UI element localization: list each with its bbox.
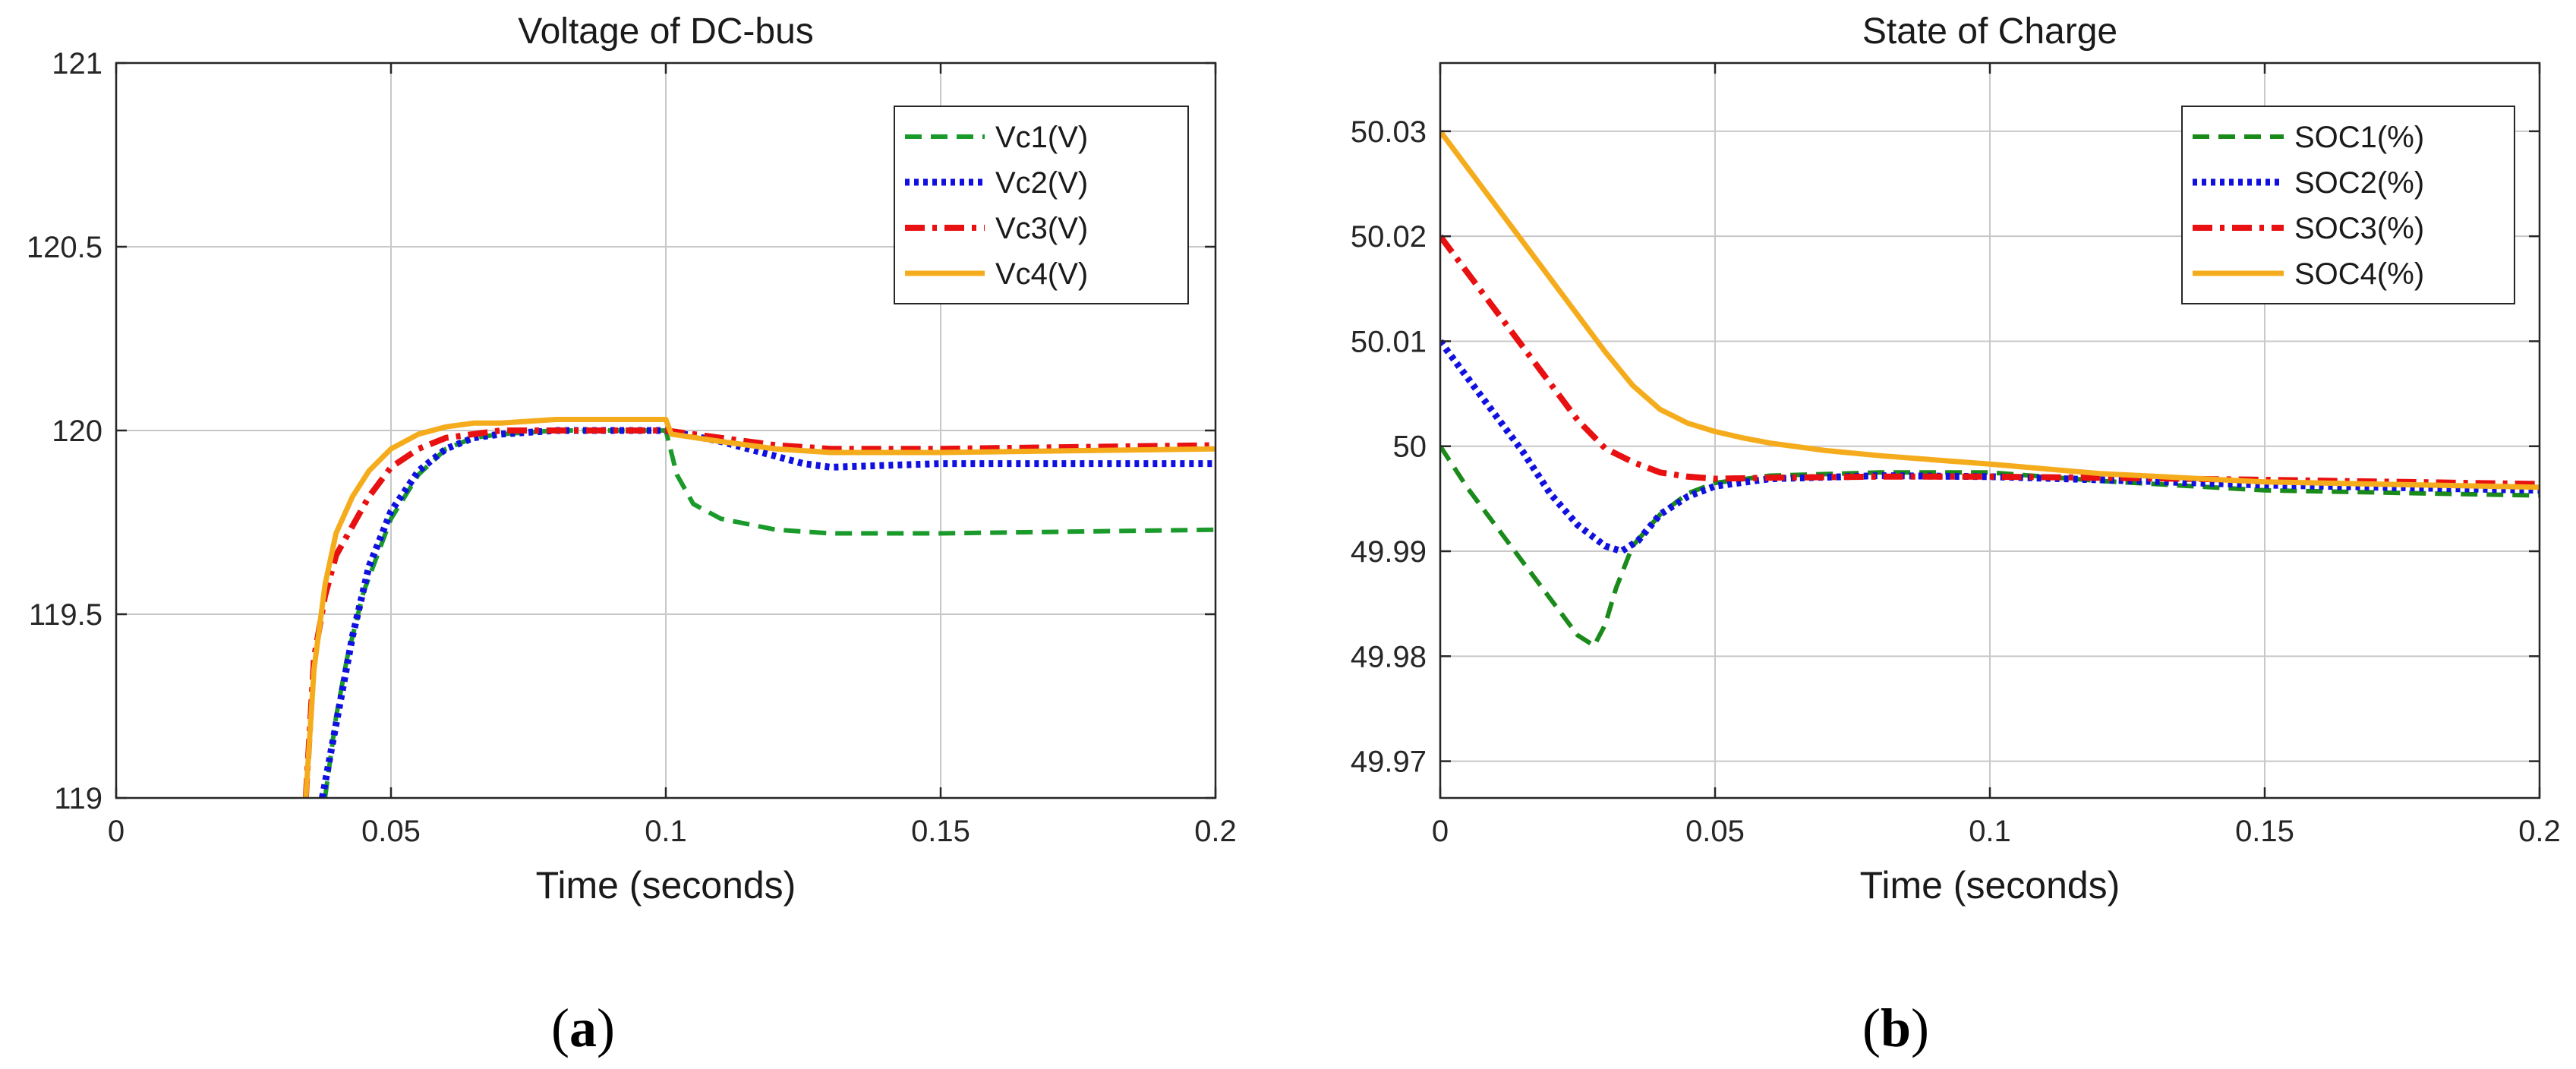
chart-title: Voltage of DC-bus	[518, 11, 814, 52]
x-tick-label: 0.2	[2518, 815, 2561, 848]
series-line-4	[1440, 129, 2540, 490]
y-tick-label: 120.5	[27, 231, 102, 264]
x-tick-label: 0.15	[2235, 815, 2294, 848]
y-tick-label: 49.97	[1351, 746, 1427, 779]
subfigure-caption: (b)	[1862, 998, 1929, 1058]
series-line-1	[1440, 445, 2540, 648]
legend-label: SOC2(%)	[2294, 166, 2424, 200]
legend-label: Vc4(V)	[995, 257, 1088, 291]
series-line-2	[319, 427, 1215, 798]
x-tick-label: 0.1	[645, 815, 687, 848]
legend-label: SOC1(%)	[2294, 121, 2424, 154]
y-tick-label: 121	[52, 47, 102, 80]
chart-2: 0 0.05 0.1 0.15 0.2 49.97 49.98 49.99 50 50.01 50.…	[1351, 11, 2561, 907]
x-tick-label: 0.2	[1194, 815, 1237, 848]
legend-label: Vc1(V)	[995, 121, 1088, 154]
series-line-3	[1440, 234, 2540, 487]
x-tick-label: 0	[108, 815, 125, 848]
y-tick-label: 50	[1393, 430, 1427, 464]
legend-label: Vc2(V)	[995, 166, 1088, 200]
x-tick-label: 0	[1432, 815, 1449, 848]
y-tick-label: 119.5	[29, 598, 102, 632]
y-tick-label: 49.99	[1351, 535, 1427, 569]
legend: SOC1(%) SOC2(%) SOC3(%) SOC4(%)	[2181, 106, 2515, 304]
chart-1: 0 0.05 0.1 0.15 0.2 119 119.5 120 120.5 121 Voltag…	[27, 11, 1237, 907]
y-tick-label: 50.02	[1351, 220, 1427, 254]
x-axis-label: Time (seconds)	[536, 864, 796, 907]
series-line-4	[303, 417, 1215, 798]
x-tick-label: 0.15	[911, 815, 970, 848]
y-tick-label: 119	[54, 782, 102, 815]
legend-label: SOC3(%)	[2294, 212, 2424, 245]
x-tick-label: 0.05	[1685, 815, 1745, 848]
legend-label: SOC4(%)	[2294, 257, 2424, 291]
legend: Vc1(V) Vc2(V) Vc3(V) Vc4(V)	[894, 106, 1189, 304]
subfigure-caption: (a)	[551, 998, 615, 1058]
series-line-2	[1440, 339, 2540, 555]
legend-label: Vc3(V)	[995, 212, 1088, 245]
x-tick-label: 0.05	[361, 815, 421, 848]
chart-title: State of Charge	[1862, 11, 2117, 52]
y-tick-label: 50.01	[1351, 325, 1427, 358]
series-line-3	[302, 427, 1215, 798]
x-axis-label: Time (seconds)	[1860, 864, 2120, 907]
y-tick-label: 50.03	[1351, 115, 1427, 149]
x-tick-label: 0.1	[1969, 815, 2011, 848]
y-tick-label: 120	[52, 415, 102, 448]
y-tick-label: 49.98	[1351, 640, 1427, 673]
